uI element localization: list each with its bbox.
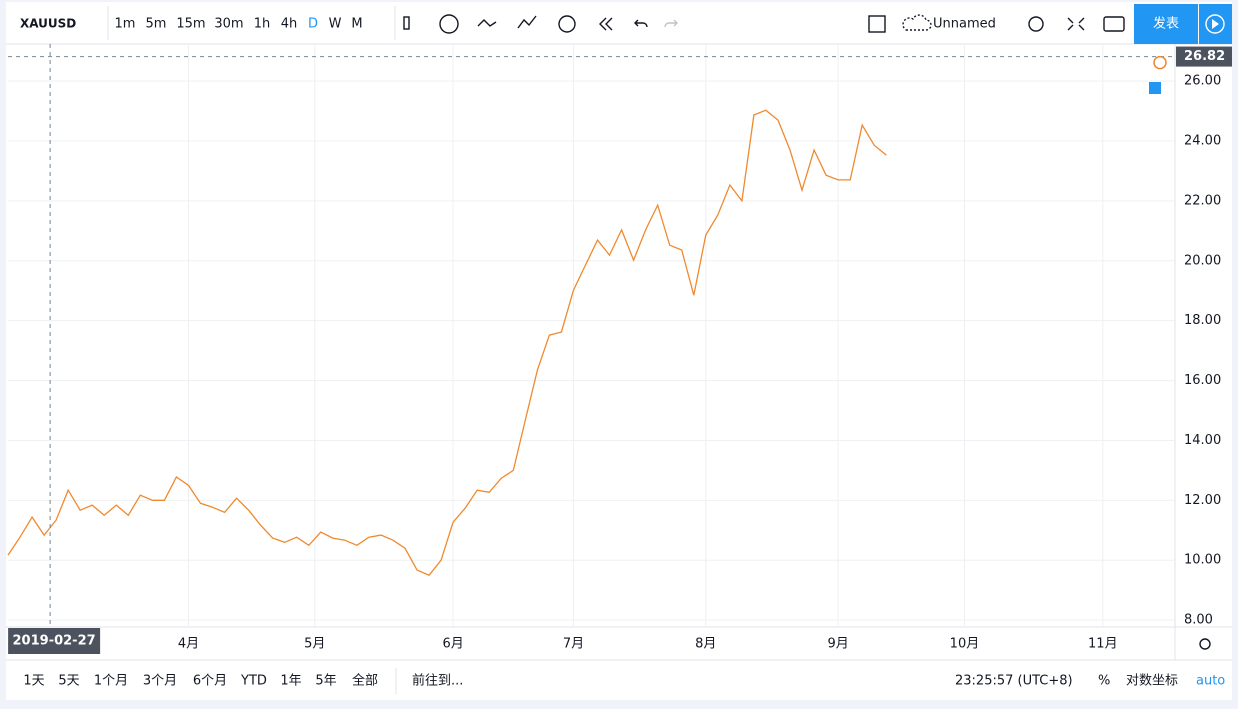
- range-button[interactable]: 1年: [280, 674, 301, 689]
- fullscreen-box-icon[interactable]: [868, 15, 886, 33]
- goto-button[interactable]: 前往到...: [412, 673, 463, 689]
- price-line: [7, 109, 887, 576]
- auto-toggle[interactable]: auto: [1196, 674, 1225, 689]
- x-tick-label: 10月: [950, 637, 980, 652]
- publish-label[interactable]: 发表: [1153, 16, 1179, 32]
- publish-button[interactable]: [1134, 4, 1198, 44]
- interval-button[interactable]: 15m: [176, 17, 205, 32]
- y-tick-label: 10.00: [1184, 553, 1221, 568]
- range-button[interactable]: 1个月: [94, 674, 128, 689]
- range-button[interactable]: 5年: [315, 674, 336, 689]
- y-tick-label: 12.00: [1184, 493, 1221, 508]
- candle-icon[interactable]: [403, 16, 410, 30]
- range-button[interactable]: 全部: [352, 673, 378, 689]
- y-tick-label: 14.00: [1184, 433, 1221, 448]
- x-tick-label: 9月: [827, 637, 848, 652]
- symbol[interactable]: XAUUSD: [20, 17, 76, 31]
- percent-toggle[interactable]: %: [1098, 674, 1110, 689]
- layout-name[interactable]: Unnamed: [933, 17, 996, 32]
- y-tick-label: 16.00: [1184, 373, 1221, 388]
- range-button[interactable]: YTD: [240, 674, 267, 689]
- crosshair-x-label: 2019-02-27: [13, 634, 96, 649]
- collapse-marker[interactable]: [1149, 82, 1161, 94]
- settings-icon[interactable]: [1028, 16, 1044, 32]
- axis-settings-icon[interactable]: [1199, 638, 1211, 650]
- play-arrow: [1212, 19, 1219, 29]
- panel: [6, 2, 1232, 700]
- camera-icon[interactable]: [1103, 16, 1125, 32]
- y-tick-label: 18.00: [1184, 313, 1221, 328]
- y-tick-label: 24.00: [1184, 134, 1221, 149]
- range-button[interactable]: 6个月: [193, 674, 227, 689]
- interval-button[interactable]: M: [351, 17, 362, 32]
- y-tick-label: 26.00: [1184, 74, 1221, 89]
- play-icon: [1205, 14, 1225, 34]
- range-button[interactable]: 1天: [23, 674, 44, 689]
- y-tick-label: 8.00: [1184, 613, 1213, 628]
- redo-icon: [664, 19, 678, 28]
- range-button[interactable]: 5天: [58, 674, 79, 689]
- expand-icon[interactable]: [1067, 17, 1085, 31]
- toolbar-icons: [403, 4, 1232, 44]
- interval-button[interactable]: 1m: [115, 17, 136, 32]
- x-tick-label: 7月: [563, 637, 584, 652]
- x-tick-label: 8月: [695, 637, 716, 652]
- y-tick-label: 22.00: [1184, 193, 1221, 208]
- interval-button[interactable]: D: [308, 17, 318, 32]
- interval-button[interactable]: 4h: [281, 17, 298, 32]
- x-tick-label: 5月: [304, 637, 325, 652]
- template-icon[interactable]: [517, 15, 537, 29]
- y-tick-label: 20.00: [1184, 253, 1221, 268]
- clock: 23:25:57 (UTC+8): [955, 674, 1073, 689]
- interval-button[interactable]: 30m: [214, 17, 243, 32]
- range-button[interactable]: 3个月: [143, 674, 177, 689]
- interval-button[interactable]: 1h: [254, 17, 271, 32]
- indicator-icon[interactable]: [439, 14, 459, 34]
- x-tick-label: 11月: [1088, 637, 1118, 652]
- crosshair-x-box: [8, 628, 101, 654]
- compare-icon[interactable]: [477, 19, 497, 27]
- crosshair-y-box: [1176, 46, 1232, 67]
- alert-marker[interactable]: [1153, 55, 1167, 70]
- x-tick-label: 4月: [178, 637, 199, 652]
- interval-button[interactable]: 5m: [146, 17, 167, 32]
- log-toggle[interactable]: 对数坐标: [1126, 674, 1178, 689]
- replay-icon[interactable]: [599, 17, 613, 31]
- interval-button[interactable]: W: [329, 17, 342, 32]
- undo-icon[interactable]: [634, 19, 648, 28]
- x-tick-label: 6月: [443, 637, 464, 652]
- alert-icon[interactable]: [558, 15, 576, 33]
- crosshair-y-label: 26.82: [1184, 49, 1225, 64]
